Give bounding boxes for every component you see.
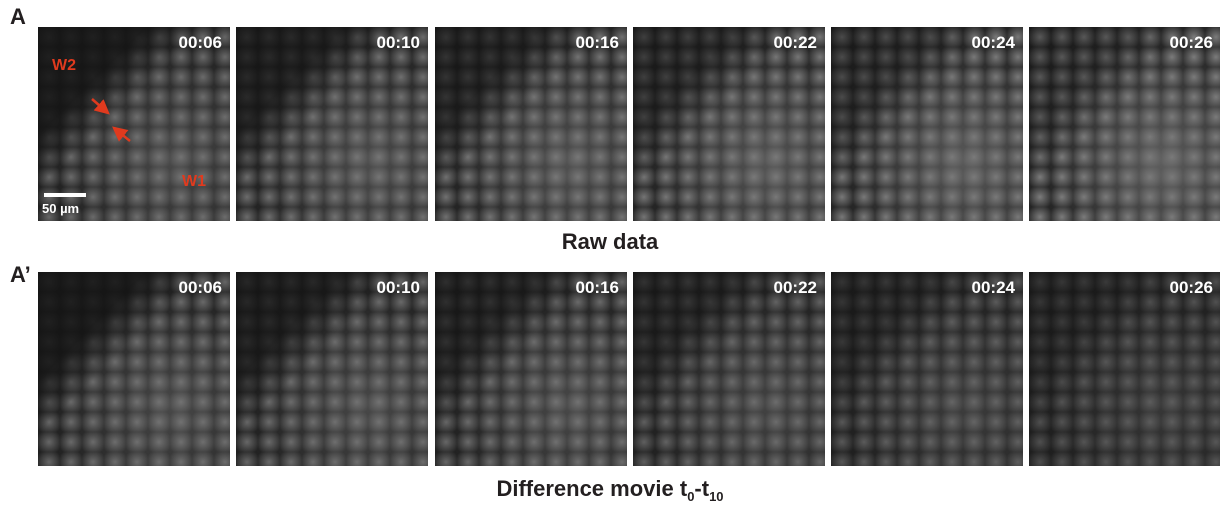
microscopy-panel: 00:16 xyxy=(435,272,627,466)
caption-subscript: 10 xyxy=(709,489,723,504)
caption-text: -t xyxy=(694,476,709,501)
caption-text: Difference movie t xyxy=(496,476,687,501)
microscopy-panel: 00:10 xyxy=(236,272,428,466)
microscopy-panel: 00:24 xyxy=(831,27,1023,221)
timestamp: 00:16 xyxy=(576,33,619,53)
row-label: A’ xyxy=(10,262,31,288)
figure: A Raw data A’ Difference movie t0-t10 ((… xyxy=(0,0,1220,506)
microscopy-panel: 00:16 xyxy=(435,27,627,221)
microscopy-panel: 00:24 xyxy=(831,272,1023,466)
row-caption: Raw data xyxy=(0,229,1220,255)
arrow xyxy=(114,128,130,141)
timestamp: 00:26 xyxy=(1170,278,1213,298)
row-label: A xyxy=(10,4,26,30)
timestamp: 00:24 xyxy=(972,33,1015,53)
timestamp: 00:24 xyxy=(972,278,1015,298)
timestamp: 00:22 xyxy=(774,278,817,298)
timestamp: 00:16 xyxy=(576,278,619,298)
timestamp: 00:26 xyxy=(1170,33,1213,53)
microscopy-panel: 00:26 xyxy=(1029,272,1220,466)
timestamp: 00:06 xyxy=(179,278,222,298)
timestamp: 00:22 xyxy=(774,33,817,53)
microscopy-panel: 00:22 xyxy=(633,27,825,221)
microscopy-panel: 00:26 xyxy=(1029,27,1220,221)
microscopy-panel: 00:06 xyxy=(38,272,230,466)
row-caption: Difference movie t0-t10 xyxy=(0,476,1220,504)
microscopy-panel: 00:10 xyxy=(236,27,428,221)
timestamp: 00:10 xyxy=(377,33,420,53)
timestamp: 00:10 xyxy=(377,278,420,298)
arrows xyxy=(38,27,230,221)
microscopy-panel: 00:22 xyxy=(633,272,825,466)
arrow xyxy=(92,99,108,113)
